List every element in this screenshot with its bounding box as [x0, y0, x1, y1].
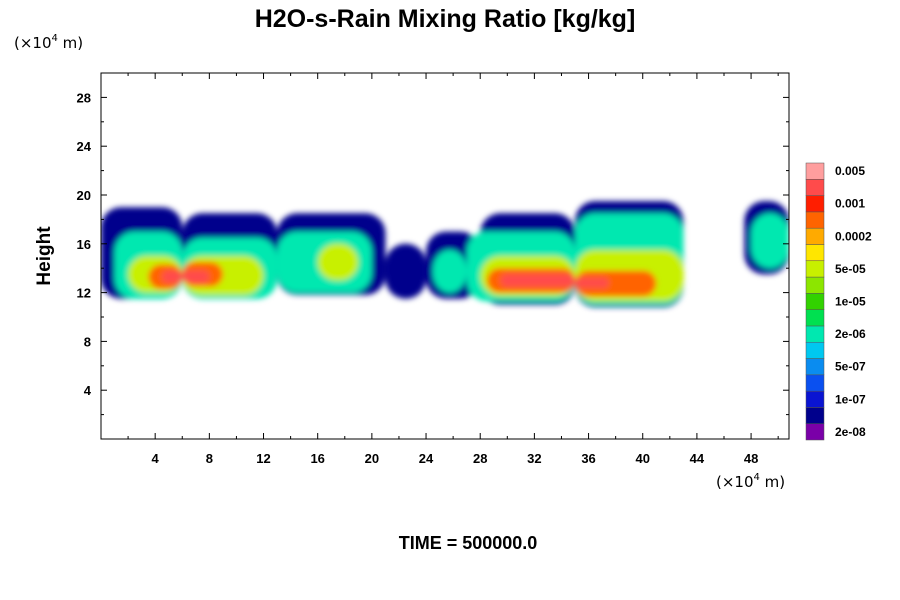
- field-cell-27: [575, 277, 609, 288]
- colorbar-swatch-9: [805, 276, 825, 294]
- x-tick-label: 28: [473, 451, 487, 466]
- x-axis: 4 8 12 16 20 24 28 32 36 40 44 48: [127, 73, 779, 466]
- y-axis: 4 8 12 16 20 24 28: [77, 90, 789, 416]
- colorbar-label: 2e-06: [835, 327, 866, 341]
- x-unit-label: (×104 m): [716, 472, 785, 491]
- x-tick-label: 32: [527, 451, 541, 466]
- x-tick-label: 24: [419, 451, 434, 466]
- x-tick-label: 40: [635, 451, 649, 466]
- field-cell-3: [385, 243, 427, 299]
- mixing-ratio-field: [101, 201, 789, 308]
- x-tick-label: 44: [690, 451, 705, 466]
- colorbar-swatch-13: [805, 211, 825, 229]
- colorbar-swatch-14: [805, 195, 825, 213]
- field-cell-24: [161, 270, 183, 283]
- colorbar-label: 0.005: [835, 164, 865, 178]
- colorbar-swatch-4: [805, 358, 825, 376]
- field-cell-11: [432, 249, 467, 293]
- field-cell-25: [182, 270, 210, 283]
- x-tick-label: 16: [310, 451, 324, 466]
- field-cell-14: [751, 213, 789, 269]
- colorbar-swatch-15: [805, 179, 825, 196]
- y-unit-label: (×104 m): [14, 33, 83, 52]
- time-label: TIME = 500000.0: [399, 533, 538, 553]
- y-tick-label: 16: [77, 237, 91, 252]
- y-tick-label: 24: [77, 139, 92, 154]
- x-tick-label: 8: [206, 451, 213, 466]
- y-tick-label: 20: [77, 188, 91, 203]
- colorbar-swatch-12: [805, 227, 825, 245]
- colorbar-swatch-5: [805, 341, 825, 359]
- x-tick-label: 36: [581, 451, 595, 466]
- field-cell-26: [500, 274, 576, 287]
- y-tick-label: 12: [77, 286, 91, 301]
- field-cell-17: [317, 243, 359, 281]
- y-tick-label: 8: [84, 334, 91, 349]
- colorbar-swatch-6: [805, 325, 825, 343]
- colorbar-label: 1e-05: [835, 295, 866, 309]
- colorbar: 2e-08 1e-07 5e-07 2e-06 1e-05 5e-05 0.0002 0.00…: [805, 162, 872, 441]
- colorbar-swatch-16: [805, 162, 825, 180]
- colorbar-swatch-8: [805, 293, 825, 310]
- colorbar-swatch-3: [805, 374, 825, 392]
- colorbar-swatch-2: [805, 390, 825, 408]
- x-tick-label: 4: [152, 451, 160, 466]
- field-cell-23: [575, 270, 657, 297]
- plot-frame: [100, 72, 790, 440]
- colorbar-label: 0.0002: [835, 229, 872, 243]
- x-tick-label: 48: [744, 451, 758, 466]
- colorbar-label: 5e-07: [835, 360, 866, 374]
- colorbar-label: 5e-05: [835, 262, 866, 276]
- colorbar-swatch-1: [805, 407, 825, 424]
- colorbar-swatch-0: [805, 423, 825, 441]
- x-tick-label: 12: [256, 451, 270, 466]
- colorbar-swatch-11: [805, 244, 825, 262]
- x-tick-label: 20: [365, 451, 379, 466]
- colorbar-label: 1e-07: [835, 392, 866, 406]
- y-tick-label: 4: [84, 383, 92, 398]
- colorbar-swatch-10: [805, 260, 825, 278]
- y-axis-title: Height: [34, 226, 55, 286]
- colorbar-swatch-7: [805, 309, 825, 327]
- chart-title: H2O-s-Rain Mixing Ratio [kg/kg]: [255, 5, 636, 33]
- colorbar-label: 0.001: [835, 197, 865, 211]
- y-tick-label: 28: [77, 90, 91, 105]
- colorbar-label: 2e-08: [835, 425, 866, 439]
